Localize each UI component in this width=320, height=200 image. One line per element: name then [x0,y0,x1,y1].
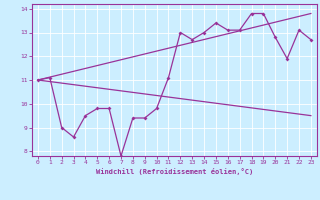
X-axis label: Windchill (Refroidissement éolien,°C): Windchill (Refroidissement éolien,°C) [96,168,253,175]
